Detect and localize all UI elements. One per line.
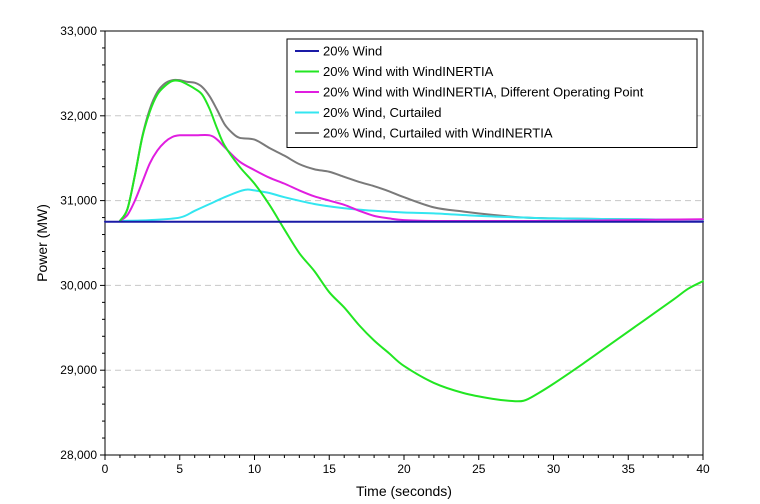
- x-tick-label: 20: [397, 462, 411, 476]
- x-tick-label: 0: [102, 462, 109, 476]
- legend-label: 20% Wind with WindINERTIA: [323, 64, 494, 79]
- legend-label: 20% Wind, Curtailed with WindINERTIA: [323, 126, 553, 141]
- y-tick-label: 28,000: [60, 448, 97, 462]
- x-tick-label: 15: [323, 462, 337, 476]
- series-line-3: [118, 133, 704, 223]
- y-tick-label: 33,000: [60, 24, 97, 38]
- y-tick-label: 32,000: [60, 109, 97, 123]
- series-line-4: [118, 188, 704, 222]
- x-tick-label: 10: [248, 462, 262, 476]
- legend-box: [286, 38, 698, 148]
- legend-label: 20% Wind: [323, 44, 382, 59]
- series-line-5: [118, 78, 704, 222]
- x-tick-label: 5: [176, 462, 183, 476]
- series-line-2: [118, 79, 704, 403]
- y-tick-label: 30,000: [60, 278, 97, 292]
- y-tick-label: 29,000: [60, 363, 97, 377]
- x-axis-title: Time (seconds): [356, 483, 452, 499]
- gridlines: [105, 115, 703, 371]
- legend-label: 20% Wind with WindINERTIA, Different Ope…: [323, 85, 644, 100]
- x-tick-label: 30: [547, 462, 561, 476]
- x-tick-label: 25: [472, 462, 486, 476]
- y-tick-label: 31,000: [60, 194, 97, 208]
- y-axis-title: Power (MW): [34, 204, 50, 282]
- axes: 28,000 29,000 30,000 31,000 32,000 33,000 0 5 10…: [60, 24, 710, 476]
- x-tick-label: 40: [696, 462, 710, 476]
- series-lines: [104, 78, 704, 403]
- legend-label: 20% Wind, Curtailed: [323, 105, 442, 120]
- x-tick-label: 35: [622, 462, 636, 476]
- legend: 20% Wind 20% Wind with WindINERTIA 20% Win…: [286, 38, 698, 148]
